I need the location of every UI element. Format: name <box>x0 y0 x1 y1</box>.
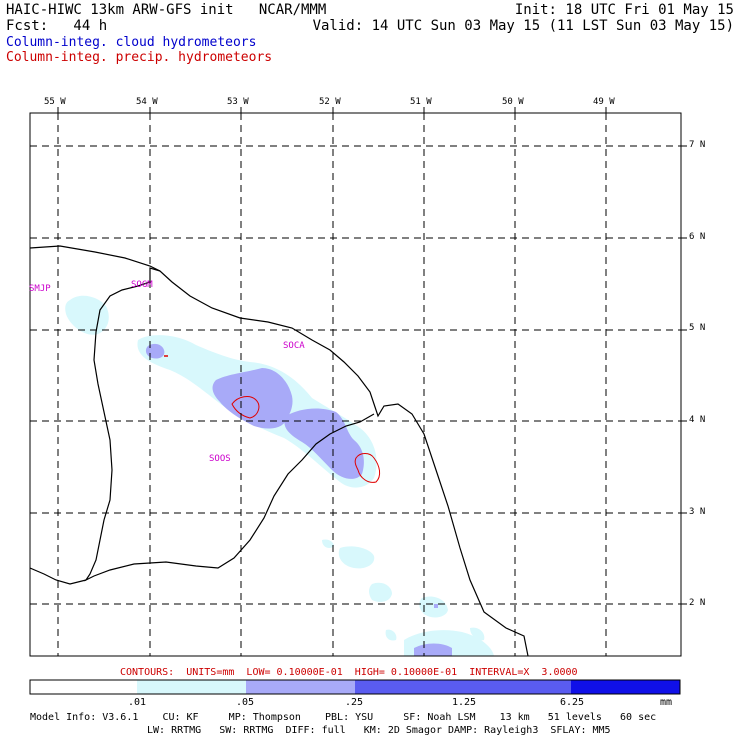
model-info-line-1: Model Info: V3.6.1 CU: KF MP: Thompson P… <box>30 712 657 723</box>
valid-time: Valid: 14 UTC Sun 03 May 15 (11 LST Sun … <box>312 18 734 34</box>
cloud-shading-light <box>65 295 494 656</box>
lon-label-50w: 50 W <box>502 97 524 107</box>
lat-label-2n: 2 N <box>689 598 706 608</box>
station-label-smjp: SMJP <box>29 284 51 294</box>
legend-tick-0: .01 <box>128 697 147 708</box>
lat-label-4n: 4 N <box>689 415 706 425</box>
model-info-line-2: LW: RRTMG SW: RRTMG DIFF: full KM: 2D Sm… <box>147 725 611 736</box>
legend-tick-1: .05 <box>236 697 255 708</box>
legend-box-deep-blue <box>571 680 680 694</box>
lon-label-52w: 52 W <box>319 97 341 107</box>
station-label-soca: SOCA <box>283 341 305 351</box>
lon-label-54w: 54 W <box>136 97 158 107</box>
init-time: Init: 18 UTC Fri 01 May 15 <box>514 2 734 18</box>
field-title-cloud: Column-integ. cloud hydrometeors <box>6 35 257 50</box>
coastline-borders <box>30 245 529 656</box>
product-title: HAIC-HIWC 13km ARW-GFS init NCAR/MMM <box>6 2 327 18</box>
lat-label-5n: 5 N <box>689 323 706 333</box>
field-title-precip: Column-integ. precip. hydrometeors <box>6 50 273 65</box>
legend-tick-3: 1.25 <box>452 697 477 708</box>
lat-lon-grid <box>30 113 681 656</box>
legend-tick-2: .25 <box>345 697 364 708</box>
lon-label-55w: 55 W <box>44 97 66 107</box>
lat-label-6n: 6 N <box>689 232 706 242</box>
legend-box-lavender <box>246 680 355 694</box>
contour-info: CONTOURS: UNITS=mm LOW= 0.10000E-01 HIGH… <box>120 667 578 678</box>
lat-label-7n: 7 N <box>689 140 706 150</box>
legend-tick-4: 6.25 <box>560 697 585 708</box>
cloud-shading-medium <box>145 343 452 656</box>
legend-box-light-cyan <box>137 680 246 694</box>
precip-contours <box>164 355 381 483</box>
axis-ticks <box>57 107 687 605</box>
map-frame <box>29 112 682 657</box>
forecast-hour: Fcst: 44 h <box>6 18 108 34</box>
lat-label-3n: 3 N <box>689 507 706 517</box>
lon-label-49w: 49 W <box>593 97 615 107</box>
legend-box-medium-blue <box>355 680 571 694</box>
station-label-soos: SOOS <box>209 454 231 464</box>
legend-unit: mm <box>660 697 673 708</box>
legend-colorbar <box>29 679 681 695</box>
station-label-sogm: SOGM <box>131 280 153 290</box>
legend-box-white <box>30 680 137 694</box>
lon-label-51w: 51 W <box>410 97 432 107</box>
lon-label-53w: 53 W <box>227 97 249 107</box>
